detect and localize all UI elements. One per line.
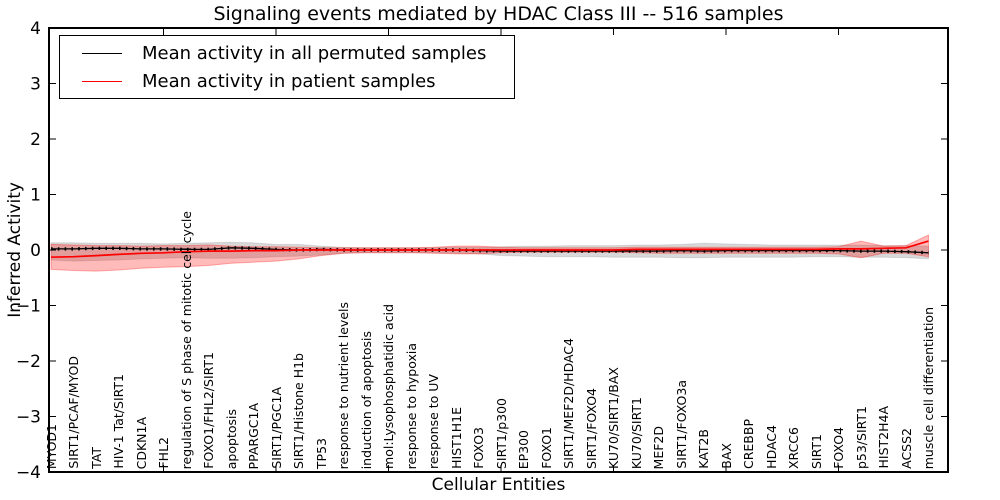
- x-axis-label: FHL2: [156, 437, 171, 469]
- x-axis-title: Cellular Entities: [431, 475, 566, 495]
- x-axis-label: SIRT1/PGC1A: [268, 387, 284, 469]
- x-axis-label: response to UV: [426, 374, 441, 469]
- y-tick-label: −2: [16, 352, 41, 372]
- x-axis-label: BAX: [718, 443, 734, 469]
- y-tick-label: −4: [16, 463, 41, 483]
- x-axis-label: HDAC4: [763, 425, 779, 469]
- x-axis-label: SIRT1: [808, 434, 824, 469]
- permuted-line-swatch: [82, 52, 122, 54]
- x-axis-label: MYOD1: [43, 423, 59, 469]
- y-tick-label: −1: [16, 297, 41, 317]
- x-axis-label: PPARGC1A: [246, 402, 261, 469]
- y-tick-label: 4: [30, 19, 41, 39]
- legend-label: Mean activity in patient samples: [142, 70, 436, 92]
- x-axis-label: muscle cell differentiation: [921, 306, 936, 469]
- legend-box: Mean activity in all permuted samples Me…: [59, 35, 515, 99]
- patient-band-area: [50, 234, 929, 272]
- x-axis-label: CREBBP: [741, 419, 756, 469]
- x-axis-label: regulation of S phase of mitotic cell cy…: [178, 210, 194, 469]
- permuted-band-area: [50, 241, 929, 262]
- x-axis-label: apoptosis: [223, 408, 239, 469]
- x-axis-label: CDKN1A: [133, 416, 149, 469]
- x-axis-label: response to nutrient levels: [336, 301, 351, 469]
- x-axis-label: FOXO1: [538, 427, 554, 469]
- x-axis-label: SIRT1/FOXO4: [583, 388, 599, 469]
- x-axis-label: MEF2D: [651, 425, 666, 469]
- x-axis-label: response to hypoxia: [403, 342, 419, 469]
- y-tick-label: 0: [30, 241, 41, 261]
- x-axis-label: HIST2H4A: [876, 406, 891, 469]
- x-axis-label: HIST1H1E: [448, 407, 464, 469]
- chart-title: Signaling events mediated by HDAC Class …: [213, 3, 784, 25]
- x-axis-label: HIV-1 Tat/SIRT1: [111, 374, 126, 469]
- axes-frame: [48, 27, 949, 473]
- x-axis-label: EP300: [516, 429, 531, 469]
- y-tick-label: 3: [30, 75, 41, 95]
- x-axis-label: XRCC6: [786, 426, 801, 469]
- y-axis-title: Inferred Activity: [5, 182, 25, 318]
- y-tick-label: −3: [16, 408, 41, 428]
- y-tick-label: 1: [30, 186, 41, 206]
- patient-line-swatch: [82, 80, 122, 82]
- x-axis-label: KU70/SIRT1/BAX: [606, 366, 621, 469]
- legend-label: Mean activity in all permuted samples: [142, 42, 487, 64]
- x-axis-label: FOXO1/FHL2/SIRT1: [201, 352, 216, 469]
- x-axis-label: TAT: [88, 447, 104, 469]
- x-axis-label: FOXO3: [471, 427, 486, 469]
- x-axis-label: SIRT1/p300: [493, 398, 509, 469]
- y-tick-label: 2: [30, 130, 41, 150]
- x-axis-label: SIRT1/MEF2D/HDAC4: [561, 338, 576, 469]
- x-axis-label: KAT2B: [696, 429, 711, 469]
- x-axis-label: SIRT1/PCAF/MYOD: [66, 356, 81, 469]
- x-axis-label: SIRT1/Histone H1b: [291, 352, 306, 469]
- x-axis-label: mol:Lysophosphatidic acid: [381, 304, 396, 469]
- x-axis-label: TP53: [313, 437, 329, 469]
- x-axis-label: p53/SIRT1: [853, 405, 869, 469]
- legend-item-patient: Mean activity in patient samples: [72, 68, 514, 94]
- patient-mean-line: [50, 240, 929, 259]
- x-axis-label: induction of apoptosis: [358, 330, 374, 469]
- x-axis-label: KU70/SIRT1: [628, 396, 644, 469]
- y-tick-labels: 4 3 2 1 0 −1 −2 −3 −4: [16, 19, 41, 483]
- x-axis-label: FOXO4: [831, 427, 846, 469]
- x-axis-label: SIRT1/FOXO3a: [673, 380, 689, 469]
- legend-item-permuted: Mean activity in all permuted samples: [72, 40, 514, 66]
- x-axis-label: ACSS2: [898, 428, 914, 469]
